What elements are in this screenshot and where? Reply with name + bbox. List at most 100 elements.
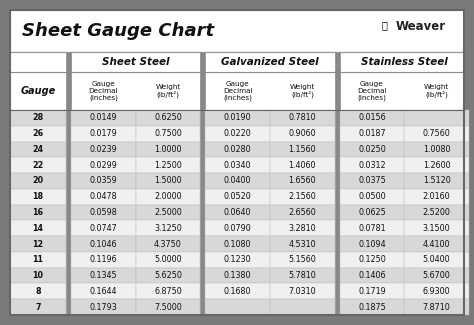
Bar	[404, 142, 469, 157]
Bar	[404, 157, 469, 173]
Bar	[205, 283, 270, 299]
Text: 1.0000: 1.0000	[154, 145, 182, 154]
Bar	[340, 283, 404, 299]
Text: 6.8750: 6.8750	[154, 287, 182, 296]
Text: 1.1560: 1.1560	[289, 145, 316, 154]
Bar	[136, 173, 201, 189]
Bar	[270, 220, 335, 236]
Bar	[404, 173, 469, 189]
Text: 26: 26	[32, 129, 44, 138]
Bar	[10, 142, 66, 157]
Bar	[404, 283, 469, 299]
Text: 2.1560: 2.1560	[289, 192, 316, 201]
Text: 0.0299: 0.0299	[90, 161, 117, 170]
Text: 1.2600: 1.2600	[423, 161, 450, 170]
Bar	[71, 126, 136, 142]
Bar	[335, 52, 340, 315]
Text: 4.5310: 4.5310	[289, 240, 316, 249]
Bar	[404, 236, 469, 252]
Bar	[10, 220, 66, 236]
Text: 10: 10	[33, 271, 44, 280]
Bar	[201, 52, 205, 315]
Text: 0.0520: 0.0520	[224, 192, 252, 201]
Text: 28: 28	[32, 113, 44, 123]
Bar	[10, 126, 66, 142]
Text: 0.0375: 0.0375	[358, 176, 386, 186]
Text: 0.0187: 0.0187	[358, 129, 386, 138]
Text: 7.8710: 7.8710	[423, 303, 451, 312]
Text: 0.1250: 0.1250	[358, 255, 386, 264]
Text: 0.7560: 0.7560	[423, 129, 451, 138]
Text: 0.0156: 0.0156	[358, 113, 386, 123]
Bar	[10, 173, 66, 189]
Text: 0.0179: 0.0179	[90, 129, 117, 138]
Bar	[404, 220, 469, 236]
Bar	[71, 205, 136, 220]
Text: 0.7810: 0.7810	[289, 113, 316, 123]
Bar	[71, 173, 136, 189]
Text: 1.5000: 1.5000	[154, 176, 182, 186]
Text: 0.0149: 0.0149	[90, 113, 117, 123]
Text: 0.0500: 0.0500	[358, 192, 386, 201]
Text: 1.6560: 1.6560	[289, 176, 316, 186]
Text: Galvanized Steel: Galvanized Steel	[221, 57, 319, 67]
Bar	[340, 220, 404, 236]
Bar	[205, 142, 270, 157]
Text: 22: 22	[32, 161, 44, 170]
Text: 7.0310: 7.0310	[289, 287, 316, 296]
Bar	[340, 189, 404, 205]
Bar	[205, 189, 270, 205]
Text: 20: 20	[32, 176, 44, 186]
Text: 7: 7	[35, 303, 41, 312]
Text: 0.0359: 0.0359	[90, 176, 117, 186]
Bar	[404, 268, 469, 283]
Text: 0.1345: 0.1345	[90, 271, 117, 280]
Text: 0.0400: 0.0400	[224, 176, 251, 186]
Bar	[270, 268, 335, 283]
Text: 0.0340: 0.0340	[224, 161, 251, 170]
Text: 8: 8	[35, 287, 41, 296]
Bar	[71, 252, 136, 268]
Bar	[404, 252, 469, 268]
Bar	[136, 236, 201, 252]
Bar	[136, 299, 201, 315]
Text: 24: 24	[32, 145, 44, 154]
Text: 0.0598: 0.0598	[90, 208, 117, 217]
Text: 5.6250: 5.6250	[154, 271, 182, 280]
Text: Gauge: Gauge	[20, 86, 55, 96]
Bar	[270, 236, 335, 252]
Text: 0.1094: 0.1094	[358, 240, 386, 249]
Text: 0.1230: 0.1230	[224, 255, 252, 264]
Bar	[205, 110, 270, 126]
Bar	[71, 268, 136, 283]
Bar	[10, 299, 66, 315]
Text: 0.6250: 0.6250	[154, 113, 182, 123]
Text: Sheet Steel: Sheet Steel	[102, 57, 169, 67]
Text: 0.1080: 0.1080	[224, 240, 251, 249]
Bar	[71, 283, 136, 299]
Text: 12: 12	[32, 240, 44, 249]
Bar	[136, 142, 201, 157]
Bar	[340, 142, 404, 157]
Text: 11: 11	[33, 255, 44, 264]
Text: Stainless Steel: Stainless Steel	[361, 57, 448, 67]
Bar	[270, 173, 335, 189]
Bar	[136, 252, 201, 268]
Bar	[71, 110, 136, 126]
Text: 1.2500: 1.2500	[154, 161, 182, 170]
Bar	[136, 205, 201, 220]
Text: 5.6700: 5.6700	[423, 271, 451, 280]
Bar	[136, 220, 201, 236]
Text: 0.0781: 0.0781	[358, 224, 386, 233]
Bar	[10, 268, 66, 283]
Text: Gauge
Decimal
(inches): Gauge Decimal (inches)	[89, 81, 118, 101]
Text: 3.1500: 3.1500	[423, 224, 450, 233]
Bar	[205, 157, 270, 173]
Text: 0.1196: 0.1196	[90, 255, 117, 264]
Bar	[340, 252, 404, 268]
Bar	[270, 205, 335, 220]
Text: 18: 18	[32, 192, 44, 201]
Bar	[205, 220, 270, 236]
Text: 0.1680: 0.1680	[224, 287, 251, 296]
Text: 2.0160: 2.0160	[423, 192, 450, 201]
